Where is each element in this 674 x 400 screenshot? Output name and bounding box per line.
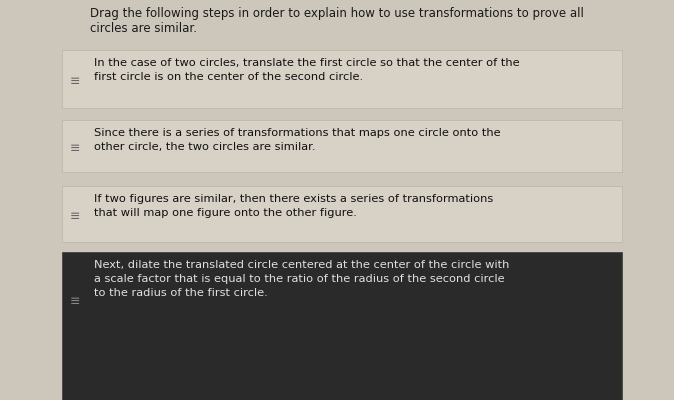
Text: ≡: ≡ [69,142,80,155]
Text: Drag the following steps in order to explain how to use transformations to prove: Drag the following steps in order to exp… [90,7,584,35]
Bar [62,120,622,172]
Text: ≡: ≡ [69,210,80,223]
Text: ≡: ≡ [69,295,80,308]
Text: ≡: ≡ [69,75,80,88]
Text: If two figures are similar, then there exists a series of transformations
that w: If two figures are similar, then there e… [94,194,493,218]
Text: Since there is a series of transformations that maps one circle onto the
other c: Since there is a series of transformatio… [94,128,501,152]
Text: In the case of two circles, translate the first circle so that the center of the: In the case of two circles, translate th… [94,58,520,82]
Bar [62,252,622,400]
Bar [62,186,622,242]
Bar [62,50,622,108]
Text: Next, dilate the translated circle centered at the center of the circle with
a s: Next, dilate the translated circle cente… [94,260,510,298]
